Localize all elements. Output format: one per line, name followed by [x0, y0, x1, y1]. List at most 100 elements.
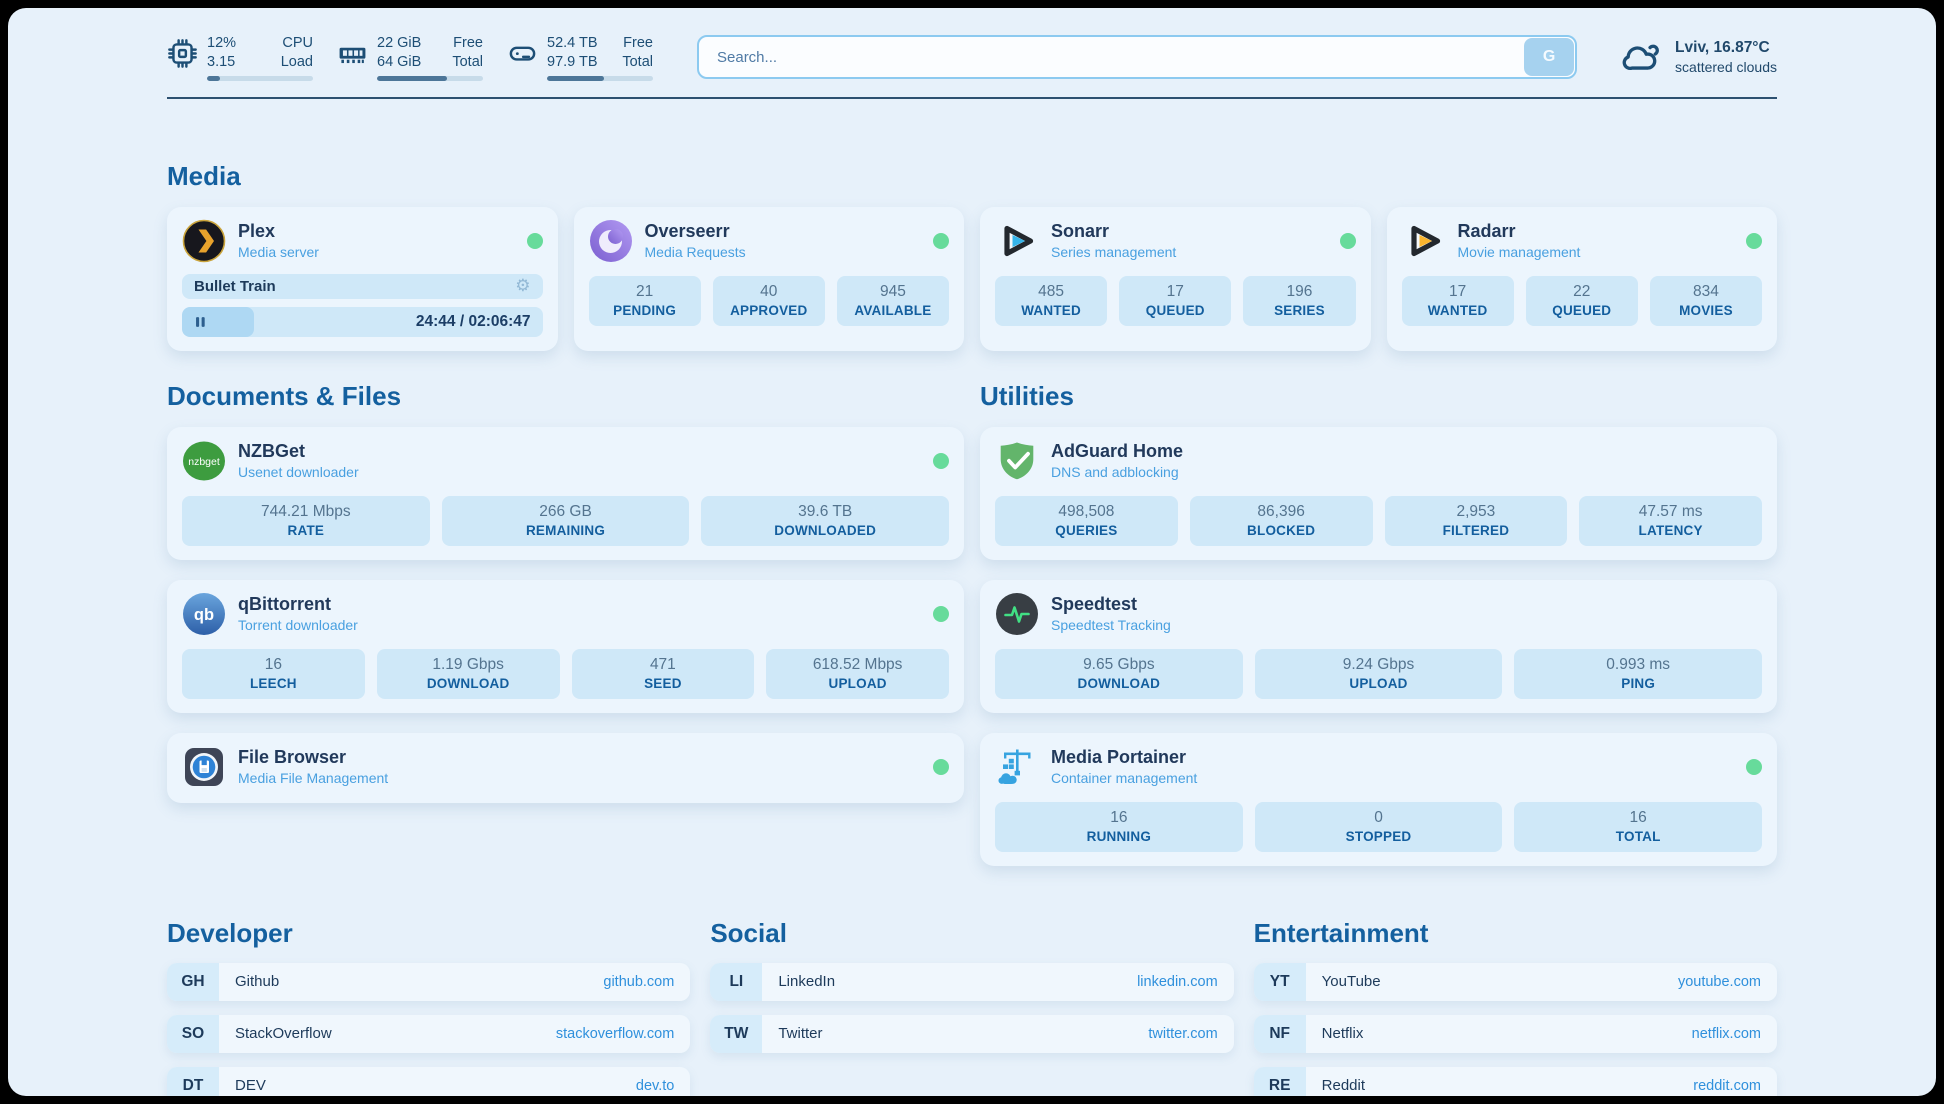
bookmark-linkedin[interactable]: LI LinkedIn linkedin.com	[710, 962, 1234, 1001]
resource-progress-track	[377, 75, 483, 81]
resource-values: 52.4 TB 97.9 TB	[547, 34, 598, 72]
stat-value: 2,953	[1456, 502, 1496, 520]
service-description: Torrent downloader	[238, 617, 358, 634]
resource-widget-ram: 22 GiB 64 GiB Free Total	[337, 34, 483, 81]
bookmark-section-title: Social	[710, 917, 787, 948]
card-header: File Browser Media File Management	[182, 745, 949, 789]
bookmark-name: YouTube	[1321, 973, 1381, 991]
stat-value: 618.52 Mbps	[812, 655, 903, 673]
card-plex[interactable]: Plex Media server Bullet Train ⚙ 24:44 / 02:…	[167, 206, 558, 351]
resource-value: 22 GiB	[377, 35, 422, 51]
bookmark-name: Twitter	[778, 1025, 823, 1043]
card-sonarr[interactable]: Sonarr Series management 485 WANTED 17 QUEUED…	[980, 206, 1371, 351]
card-media-portainer[interactable]: Media Portainer Container management 16 RUN…	[980, 732, 1777, 866]
bookmark-url[interactable]: linkedin.com	[1137, 973, 1218, 990]
bookmark-abbr-badge: TW	[710, 1014, 763, 1053]
status-dot	[526, 232, 543, 249]
stat-tile-rate: 744.21 Mbps RATE	[182, 495, 430, 546]
card-header: Radarr Movie management	[1402, 219, 1762, 263]
stat-value: 47.57 ms	[1638, 502, 1703, 520]
resource-progress-track	[207, 75, 313, 81]
bookmark-url[interactable]: stackoverflow.com	[555, 1025, 675, 1042]
stat-label: LEECH	[249, 675, 297, 691]
resource-label: Free	[453, 35, 483, 51]
stat-label: SERIES	[1274, 302, 1325, 318]
search-input[interactable]	[697, 35, 1578, 80]
bookmark-dev[interactable]: DT DEV dev.to	[167, 1066, 691, 1096]
bookmark-url[interactable]: dev.to	[635, 1077, 675, 1094]
resource-values: 22 GiB 64 GiB	[377, 34, 421, 72]
resource-value: 52.4 TB	[547, 35, 598, 51]
bookmark-youtube[interactable]: YT YouTube youtube.com	[1253, 962, 1777, 1001]
gear-icon[interactable]: ⚙	[515, 275, 531, 296]
card-speedtest[interactable]: Speedtest Speedtest Tracking 9.65 Gbps DOWN…	[980, 579, 1777, 713]
service-description: Container management	[1051, 770, 1198, 787]
utilities-column: Utilities AdGuard Home DNS and adblocking…	[980, 381, 1777, 866]
cpu-icon	[167, 34, 198, 69]
service-name: Media Portainer	[1051, 747, 1187, 768]
card-adguard-home[interactable]: AdGuard Home DNS and adblocking 498,508 QUE…	[980, 426, 1777, 560]
bookmark-url[interactable]: youtube.com	[1677, 973, 1761, 990]
stat-label: QUEUED	[1145, 302, 1205, 318]
resource-value: 12%	[207, 35, 237, 51]
status-dot	[933, 758, 949, 775]
bookmark-section-title: Entertainment	[1253, 917, 1429, 948]
card-file-browser[interactable]: File Browser Media File Management	[167, 732, 964, 803]
bookmark-url[interactable]: reddit.com	[1693, 1077, 1761, 1094]
weather-text: Lviv, 16.87°C scattered clouds	[1675, 39, 1777, 75]
card-title-block: File Browser Media File Management	[238, 747, 388, 786]
section-title-media: Media	[167, 160, 241, 191]
search-bar: G	[697, 35, 1578, 80]
topbar-divider	[167, 96, 1777, 99]
service-name: AdGuard Home	[1051, 441, 1184, 462]
bookmark-netflix[interactable]: NF Netflix netflix.com	[1253, 1014, 1777, 1053]
bookmark-abbr-badge: YT	[1253, 962, 1306, 1001]
bookmark-url[interactable]: twitter.com	[1148, 1025, 1218, 1042]
stat-label: WANTED	[1021, 302, 1081, 318]
resource-values-row: 12% 3.15 CPU Load	[207, 34, 313, 72]
stat-tile-upload: 9.24 Gbps UPLOAD	[1254, 648, 1503, 699]
card-title-block: Media Portainer Container management	[1051, 747, 1197, 786]
card-nzbget[interactable]: nzbget NZBGet Usenet downloader 744.21 Mbps…	[167, 426, 964, 560]
bookmark-name: DEV	[235, 1077, 266, 1095]
sonarr-icon	[995, 219, 1039, 263]
documents-utilities-grid: Documents & Files nzbget NZBGet Usenet dow…	[167, 381, 1777, 866]
card-title-block: AdGuard Home DNS and adblocking	[1051, 441, 1183, 480]
playback-progress-bar[interactable]: 24:44 / 02:06:47	[182, 306, 543, 337]
bookmark-twitter[interactable]: TW Twitter twitter.com	[710, 1014, 1234, 1053]
stat-value: 945	[879, 282, 906, 300]
stat-value: 266 GB	[539, 502, 592, 520]
overseerr-icon	[589, 219, 633, 263]
portainer-icon	[995, 745, 1039, 789]
card-title-block: Radarr Movie management	[1458, 221, 1581, 260]
card-qbittorrent[interactable]: qb qBittorrent Torrent downloader 16 LEECH 1.…	[167, 579, 964, 713]
stat-tile-series: 196 SERIES	[1243, 275, 1356, 326]
bookmark-stackoverflow[interactable]: SO StackOverflow stackoverflow.com	[167, 1014, 691, 1053]
stat-value: 21	[635, 282, 654, 300]
weather-widget: Lviv, 16.87°C scattered clouds	[1621, 36, 1777, 78]
bookmark-reddit[interactable]: RE Reddit reddit.com	[1253, 1066, 1777, 1096]
bookmark-url[interactable]: netflix.com	[1691, 1025, 1761, 1042]
stat-tile-seed: 471 SEED	[571, 648, 755, 699]
pause-icon[interactable]	[194, 315, 207, 329]
service-name: File Browser	[238, 747, 347, 768]
weather-location-temp: Lviv, 16.87°C	[1675, 39, 1770, 57]
radarr-icon	[1402, 219, 1446, 263]
stat-label: QUERIES	[1055, 522, 1118, 538]
resource-labels: CPU Load	[281, 34, 313, 72]
service-description: Usenet downloader	[238, 464, 359, 481]
stat-tiles: 17 WANTED 22 QUEUED 834 MOVIES	[1401, 275, 1763, 326]
search-provider-button[interactable]: G	[1524, 38, 1575, 77]
bookmark-url[interactable]: github.com	[603, 973, 675, 990]
adguard-icon	[995, 439, 1039, 483]
card-overseerr[interactable]: Overseerr Media Requests 21 PENDING 40 APPROV…	[573, 206, 964, 351]
stat-tiles: 485 WANTED 17 QUEUED 196 SERIES	[995, 275, 1356, 326]
card-radarr[interactable]: Radarr Movie management 17 WANTED 22 QUEUED 83…	[1386, 206, 1777, 351]
bookmark-github[interactable]: GH Github github.com	[167, 962, 691, 1001]
stat-label: MOVIES	[1679, 302, 1733, 318]
service-name: Speedtest	[1051, 594, 1138, 615]
stat-tiles: 16 RUNNING 0 STOPPED 16 TOTAL	[995, 801, 1763, 852]
card-title-block: NZBGet Usenet downloader	[238, 441, 359, 480]
stat-label: UPLOAD	[828, 675, 887, 691]
resource-value: 64 GiB	[377, 53, 422, 70]
